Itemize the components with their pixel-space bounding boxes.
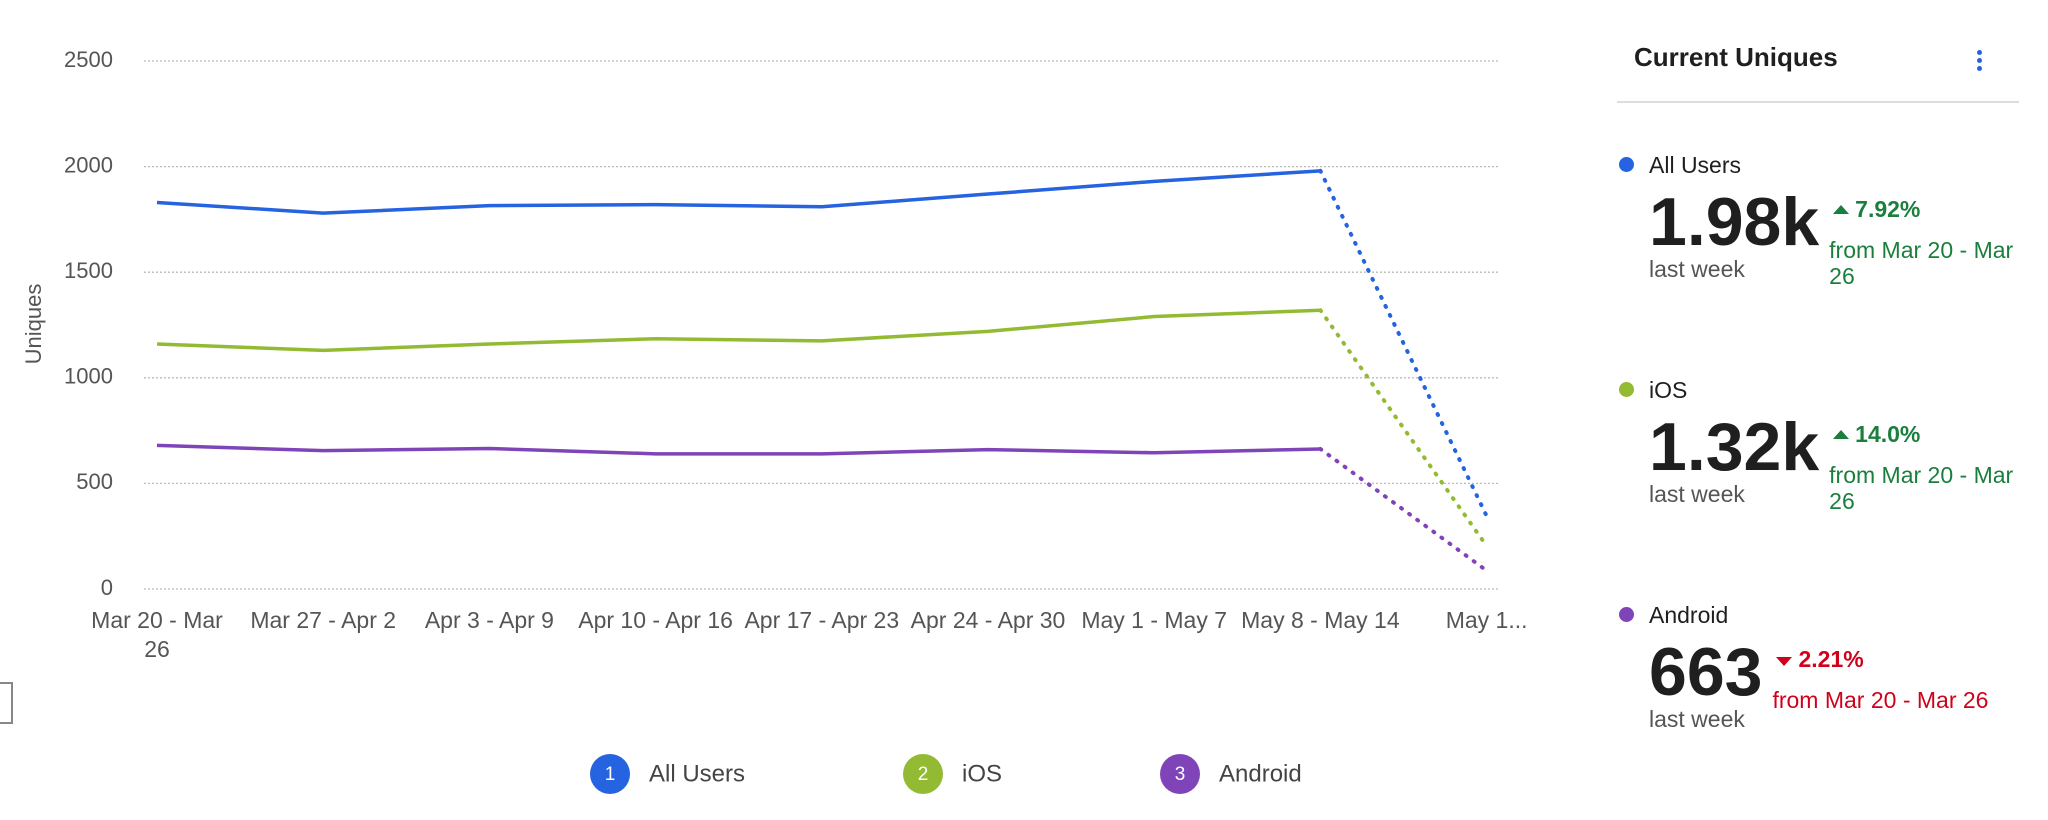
metric-change: 14.0% from Mar 20 - Mar 26 — [1829, 413, 2019, 514]
change-percent: 7.92% — [1833, 196, 2019, 223]
metric-change: 7.92% from Mar 20 - Mar 26 — [1829, 188, 2019, 289]
legend-label: Android — [1219, 760, 1302, 787]
x-tick-label: May 8 - May 14 — [1241, 607, 1400, 633]
legend-label: All Users — [649, 760, 745, 787]
panel-title: Current Uniques — [1634, 42, 1838, 72]
legend-badge-number: 2 — [918, 764, 929, 785]
y-tick-label: 500 — [76, 469, 113, 494]
y-tick-label: 0 — [101, 575, 113, 600]
metric-change: 2.21% from Mar 20 - Mar 26 — [1772, 638, 2019, 733]
partial-line — [1318, 308, 1489, 548]
metric-period: last week — [1649, 481, 1745, 507]
legend-badge — [590, 754, 630, 794]
metric-value-block: 663 last week — [1649, 638, 1762, 733]
legend-badge-number: 1 — [605, 764, 616, 785]
chart: Uniques 0 500 1000 1500 2000 2500 1 All Users 2 i… — [0, 47, 1498, 794]
change-percent: 14.0% — [1833, 421, 2019, 448]
change-basis: from Mar 20 - Mar 26 — [1772, 687, 1989, 713]
divider — [1617, 101, 2019, 103]
metric-value: 663 — [1649, 634, 1763, 710]
metric-row: 1.32k last week 14.0% from Mar 20 - Mar 26 — [1649, 413, 2019, 514]
menu-button[interactable] — [1977, 50, 1983, 74]
partial-line — [1318, 446, 1489, 573]
series-dot — [1619, 382, 1634, 397]
change-basis: from Mar 20 - Mar 26 — [1829, 237, 2014, 289]
metric-value-block: 1.32k last week — [1649, 413, 1819, 514]
series-line — [156, 169, 1321, 215]
series-line — [156, 308, 1321, 353]
x-tick-label: May 1... — [1445, 607, 1528, 633]
series-dot — [1619, 157, 1634, 172]
legend-badge — [1160, 754, 1200, 794]
y-tick-label: 2500 — [64, 47, 113, 72]
x-tick-label: Apr 3 - Apr 9 — [424, 607, 554, 633]
y-axis-label: Uniques — [21, 284, 46, 365]
x-tick-label: Mar 20 - Mar 26 — [91, 607, 223, 662]
legend-label: iOS — [962, 760, 1002, 787]
x-tick-label: Mar 27 - Apr 2 — [250, 607, 397, 633]
y-tick-label: 2000 — [64, 152, 113, 177]
metric-value: 1.98k — [1649, 184, 1820, 260]
metric-period: last week — [1649, 256, 1745, 282]
x-tick-label: Apr 24 - Apr 30 — [910, 607, 1066, 633]
x-tick-label: May 1 - May 7 — [1081, 607, 1228, 633]
legend-badge-number: 3 — [1175, 764, 1186, 785]
series-line — [156, 443, 1321, 456]
metric-row: 663 last week 2.21% from Mar 20 - Mar 26 — [1649, 638, 2019, 733]
metric-name: All Users — [1649, 152, 1742, 178]
legend-badge — [903, 754, 943, 794]
metric-name: Android — [1649, 602, 1729, 628]
metric-value: 1.32k — [1649, 409, 1820, 485]
change-percent: 2.21% — [1776, 646, 2019, 673]
metric-name: iOS — [1649, 377, 1688, 403]
series-dot — [1619, 607, 1634, 622]
y-tick-label: 1000 — [64, 364, 113, 389]
metric-row: 1.98k last week 7.92% from Mar 20 - Mar 26 — [1649, 188, 2019, 289]
metric-period: last week — [1649, 706, 1745, 732]
change-basis: from Mar 20 - Mar 26 — [1829, 462, 2014, 514]
edge-box — [0, 682, 13, 724]
metric-value-block: 1.98k last week — [1649, 188, 1819, 289]
partial-line — [1318, 168, 1489, 518]
x-tick-label: Apr 10 - Apr 16 — [578, 607, 733, 633]
y-tick-label: 1500 — [64, 258, 113, 283]
x-tick-label: Apr 17 - Apr 23 — [744, 607, 900, 633]
